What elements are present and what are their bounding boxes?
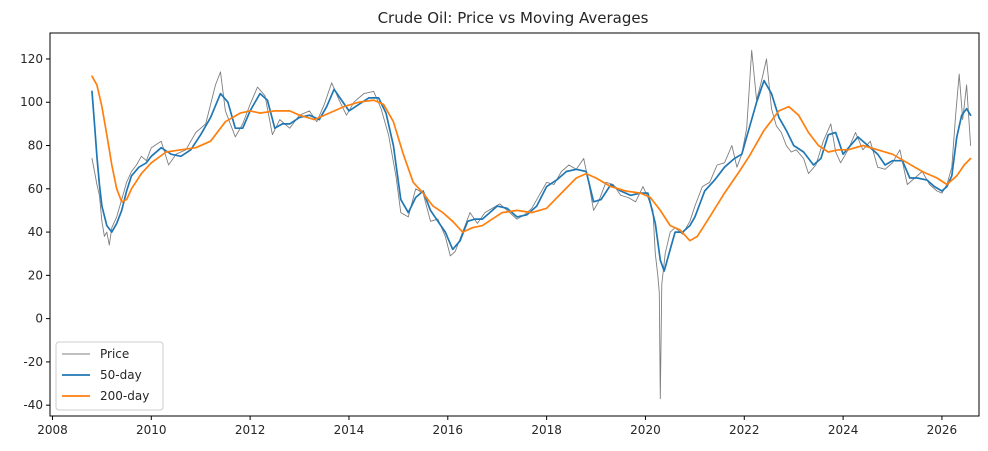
plot-area-frame [49, 32, 980, 417]
x-axis: 2008 2010 2012 2014 2016 2018 2020 2022 2024 2026 [37, 416, 957, 437]
y-tick-label: 80 [28, 139, 43, 153]
x-tick-label: 2012 [235, 423, 266, 437]
legend-label: Price [100, 347, 129, 361]
legend: Price 50-day 200-day [55, 341, 164, 411]
y-tick-label: 120 [20, 52, 43, 66]
x-tick-label: 2022 [729, 423, 760, 437]
y-tick-label: 100 [20, 95, 43, 109]
y-tick-label: 40 [28, 225, 43, 239]
x-tick-label: 2016 [433, 423, 464, 437]
x-tick-label: 2018 [531, 423, 562, 437]
legend-label: 50-day [100, 368, 142, 382]
y-tick-label: -20 [23, 355, 43, 369]
x-tick-label: 2008 [37, 423, 68, 437]
x-tick-label: 2026 [927, 423, 958, 437]
x-tick-label: 2010 [136, 423, 167, 437]
y-tick-label: -40 [23, 398, 43, 412]
y-tick-label: 20 [28, 268, 43, 282]
y-tick-label: 60 [28, 182, 43, 196]
legend-box [55, 341, 164, 411]
y-tick-label: 0 [35, 312, 43, 326]
y-axis: -40 -20 0 20 40 60 80 100 120 [20, 52, 50, 412]
series-line-price [91, 49, 972, 400]
x-tick-label: 2014 [334, 423, 365, 437]
x-tick-label: 2024 [828, 423, 859, 437]
x-tick-label: 2020 [630, 423, 661, 437]
chart-title: Crude Oil: Price vs Moving Averages [378, 9, 649, 27]
series-line-200-day [91, 75, 972, 242]
series-line-50-day [91, 79, 972, 272]
series-layer [91, 49, 972, 400]
legend-label: 200-day [100, 389, 149, 403]
